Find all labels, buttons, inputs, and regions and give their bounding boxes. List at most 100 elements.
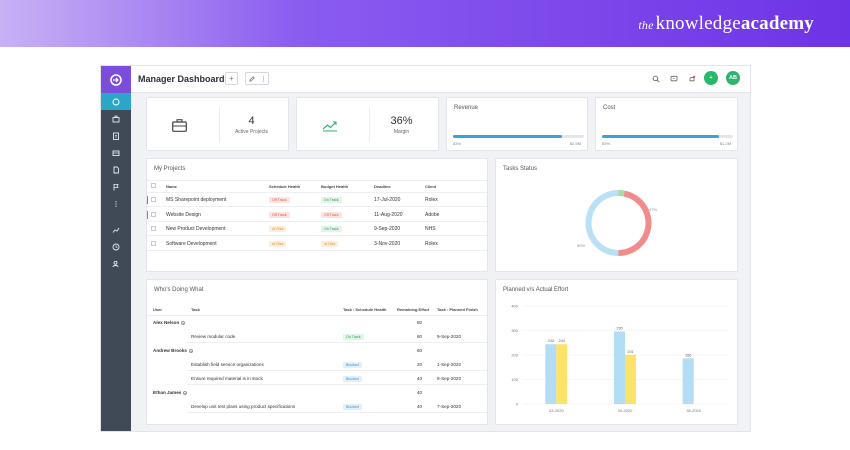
notification-bell-icon[interactable] — [687, 74, 696, 83]
sidebar-item-clipboard[interactable] — [101, 127, 131, 144]
col-deadline[interactable]: Deadline — [374, 184, 391, 189]
bar-data-label: 244 — [548, 339, 554, 343]
row-checkbox[interactable] — [151, 197, 156, 202]
row-status-mark — [147, 210, 148, 219]
col-budget-health[interactable]: Budget Health — [321, 184, 349, 189]
task-status-badge: Blocked — [343, 376, 362, 382]
col-planned-finish[interactable]: Task : Planned Finish — [437, 307, 478, 312]
search-icon[interactable] — [651, 74, 660, 83]
bar-series0-34-2020[interactable] — [614, 331, 625, 404]
bar-series1-34-2020[interactable] — [625, 354, 636, 404]
info-icon[interactable]: ? — [181, 320, 186, 326]
sidebar-item-dashboard[interactable] — [101, 93, 131, 110]
info-icon[interactable]: ? — [183, 390, 188, 396]
col-schedule-health[interactable]: Schedule Health — [269, 184, 301, 189]
kpi-margin-card[interactable]: 36% Margin — [296, 97, 439, 151]
bar-data-label: 295 — [616, 326, 622, 330]
y-tick-label: 400 — [511, 303, 518, 308]
clock-icon — [112, 243, 120, 250]
col-task[interactable]: Task — [191, 307, 200, 312]
cost-progress-bar — [602, 135, 733, 138]
select-all-checkbox[interactable] — [151, 183, 156, 188]
task-name-link[interactable]: Establish field service organizations — [191, 362, 264, 367]
flag-icon — [113, 183, 119, 190]
sidebar-item-projects[interactable] — [101, 110, 131, 127]
task-effort-cell: 40 — [417, 404, 423, 409]
kpi-active-projects-card[interactable]: 4 Active Projects — [146, 97, 289, 151]
task-name-link[interactable]: Ensure required material is in stock — [191, 376, 263, 381]
bar-data-label: 201 — [627, 350, 633, 354]
sidebar-item-documents[interactable] — [101, 161, 131, 178]
briefcase-icon — [172, 119, 187, 132]
kpi-margin-box: 36% Margin — [369, 107, 433, 143]
budget-health-badge: On Track — [321, 197, 342, 203]
x-tick-label: 33-2020 — [549, 408, 564, 413]
revenue-progress-fill — [453, 135, 562, 138]
row-status-mark — [147, 196, 148, 204]
row-checkbox[interactable] — [151, 211, 156, 217]
client-cell: Rolex — [425, 240, 438, 247]
donut-slice-2[interactable] — [618, 190, 625, 197]
user-group-row[interactable]: Alex Nelson? — [153, 320, 186, 326]
my-projects-card: My Projects Name Schedule Health Budget … — [146, 158, 488, 272]
task-finish-cell: 1-Sep-2020 — [437, 362, 462, 367]
sidebar-item-flag[interactable] — [101, 178, 131, 195]
task-effort-cell: 20 — [417, 362, 423, 367]
card-title: Revenue — [454, 105, 479, 111]
info-icon[interactable]: ? — [188, 348, 193, 354]
table-row-divider — [187, 384, 487, 385]
app-window: Manager Dashboard + + AB 4 Active Projec… — [100, 65, 751, 432]
bar-series0-35-2020[interactable] — [682, 358, 694, 404]
deadline-cell: 9-Sep-2020 — [374, 226, 401, 232]
row-checkbox[interactable] — [151, 240, 156, 246]
col-client[interactable]: Client — [425, 184, 437, 189]
app-logo-icon[interactable] — [101, 66, 131, 93]
user-group-row[interactable]: Andrew Brooks? — [153, 348, 193, 354]
col-remaining-effort[interactable]: Remaining Effort — [397, 307, 430, 312]
sidebar-item-reports[interactable] — [101, 221, 131, 238]
sidebar-item-time[interactable] — [101, 238, 131, 255]
sidebar-item-users[interactable] — [101, 255, 131, 272]
chart-title: Planned v/s Actual Effort — [503, 287, 569, 293]
deadline-cell: 3-Nov-2020 — [374, 240, 401, 247]
quick-add-button[interactable]: + — [704, 71, 718, 85]
bar-series1-33-2020[interactable] — [556, 344, 568, 404]
cost-card[interactable]: Cost 89% $1.2M — [595, 97, 738, 151]
group-effort-cell: 80 — [417, 320, 423, 325]
donut-slice-1[interactable] — [585, 190, 619, 256]
user-avatar[interactable]: AB — [726, 71, 740, 85]
edit-menu-button[interactable] — [245, 72, 269, 85]
dashboard-icon — [112, 98, 120, 105]
row-checkbox[interactable] — [151, 226, 156, 231]
project-name-link[interactable]: MS Sharepoint deployment — [166, 197, 227, 203]
sidebar-item-more[interactable] — [101, 195, 131, 212]
budget-health-badge: Off Track — [321, 211, 342, 218]
revenue-card[interactable]: Revenue 83% $2.5M — [446, 97, 588, 151]
project-name-link[interactable]: Website Design — [166, 211, 201, 218]
bar-series0-33-2020[interactable] — [545, 344, 557, 404]
add-button[interactable]: + — [225, 72, 238, 85]
col-name[interactable]: Name — [166, 184, 177, 189]
col-task-schedule-health[interactable]: Task : Schedule Health — [343, 307, 387, 312]
task-name-link[interactable]: Review modular code — [191, 334, 236, 339]
layers-icon — [112, 150, 120, 156]
chart-icon — [112, 227, 120, 233]
brand-logo: the knowledgeacademy — [638, 13, 814, 34]
message-icon[interactable] — [669, 74, 678, 83]
card-title: Cost — [603, 105, 616, 111]
revenue-progress-bar — [453, 135, 584, 138]
y-tick-label: 200 — [511, 352, 518, 357]
project-name-link[interactable]: Software Development — [166, 240, 217, 247]
donut-slice-0[interactable] — [618, 190, 652, 256]
task-name-link[interactable]: Develop unit test plans using product sp… — [191, 404, 296, 409]
revenue-amount: $2.5M — [569, 141, 581, 146]
kpi-value: 4 — [248, 115, 255, 127]
client-cell: Adobe — [425, 211, 440, 218]
card-title: Who's Doing What — [154, 287, 204, 293]
col-user[interactable]: User — [153, 307, 162, 312]
user-group-row[interactable]: Ethan James? — [153, 390, 188, 396]
project-name-link[interactable]: New Product Development — [166, 226, 226, 232]
sidebar-item-portfolio[interactable] — [101, 144, 131, 161]
tasks-status-card: Tasks Status 47% 50% — [495, 158, 738, 272]
slice-label-ontrack: 50% — [577, 243, 586, 248]
